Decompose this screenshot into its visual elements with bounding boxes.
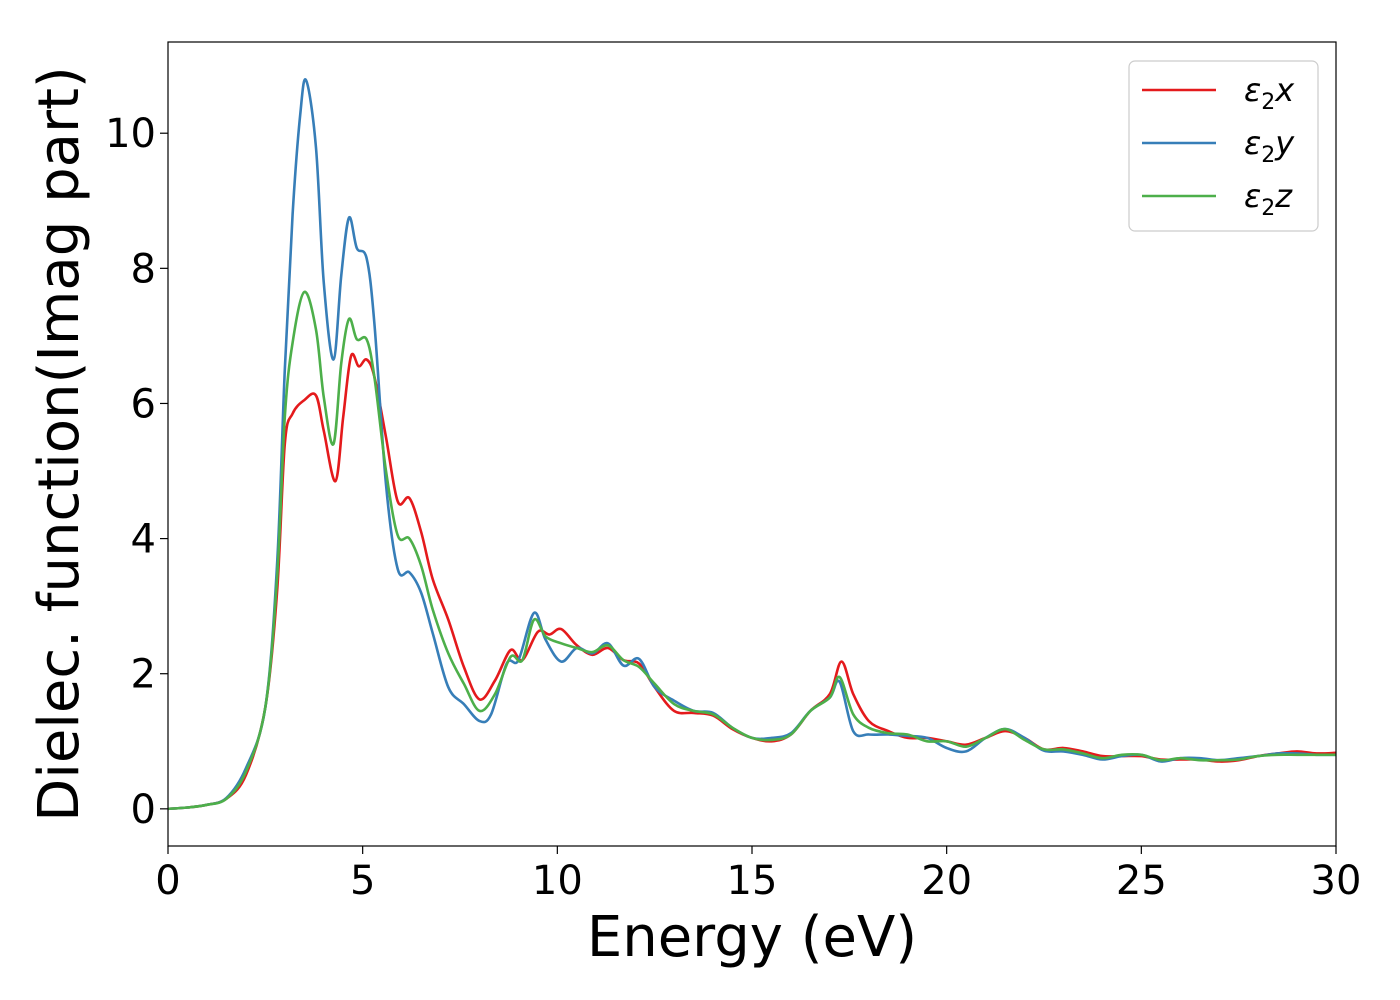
y-tick-label: 8 (131, 246, 156, 292)
y-tick-label: 2 (131, 652, 156, 698)
legend-label-z: ε2z (1244, 177, 1293, 221)
series-line-z (167, 290, 1336, 811)
y-tick-label: 6 (131, 381, 156, 427)
legend-box (1128, 60, 1319, 232)
x-tick-label: 25 (1116, 858, 1167, 904)
series-line-y (167, 78, 1337, 811)
series-line-x (167, 352, 1337, 811)
x-tick-label: 30 (1311, 858, 1362, 904)
x-tick-label: 20 (921, 858, 972, 904)
x-tick-label: 0 (155, 858, 180, 904)
x-tick-label: 5 (350, 858, 375, 904)
legend-label-x: ε2x (1244, 71, 1295, 115)
legend: ε2x ε2y ε2z (1128, 60, 1319, 232)
y-axis-label: Dielec. function(Imag part) (27, 66, 92, 822)
y-axis: 0 2 4 6 8 10 (105, 111, 168, 833)
x-axis-label: Energy (eV) (587, 905, 917, 970)
x-tick-label: 15 (727, 858, 778, 904)
x-tick-label: 10 (532, 858, 583, 904)
y-tick-label: 10 (105, 111, 156, 157)
y-tick-label: 4 (131, 517, 156, 563)
x-axis: 0 5 10 15 20 25 30 (155, 846, 1361, 904)
series-layer (167, 78, 1337, 811)
y-tick-label: 0 (131, 787, 156, 833)
legend-label-y: ε2y (1244, 124, 1295, 168)
